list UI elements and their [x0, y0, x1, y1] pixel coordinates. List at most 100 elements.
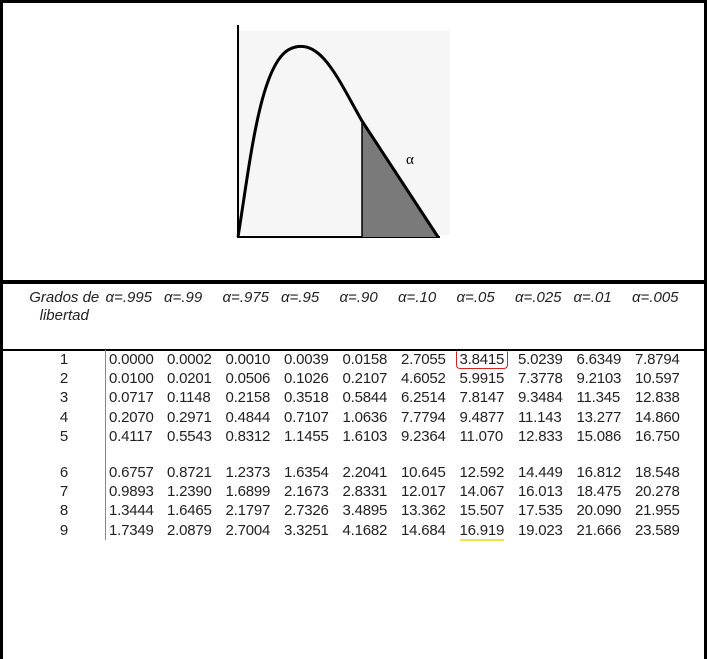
column-header-alpha: α=.995 — [105, 289, 153, 306]
table-row: 5 0.4117 0.5543 0.8312 1.1455 1.6103 9.2364 11.… — [23, 426, 691, 446]
column-header-alpha: α=.01 — [573, 289, 612, 306]
critical-value-cell: 0.0158 — [342, 351, 388, 369]
degrees-of-freedom-cell: 5 — [23, 426, 106, 446]
degrees-of-freedom-cell: 9 — [23, 520, 106, 540]
critical-value-cell: 13.362 — [401, 502, 446, 520]
critical-value-cell: 0.0201 — [167, 370, 212, 388]
header-row: Grados de libertad α=.995 α=.99 α=.975 α=.95 α… — [23, 287, 691, 350]
critical-value-cell: 9.4877 — [459, 408, 505, 426]
critical-value-cell: 16.919 — [457, 521, 516, 541]
critical-value-cell: 2.1797 — [225, 502, 271, 520]
critical-value-cell: 0.4117 — [109, 427, 153, 445]
critical-value-cell: 16.812 — [576, 464, 622, 482]
critical-value-cell: 0.0039 — [284, 351, 329, 369]
header-separator-rule — [3, 349, 704, 351]
critical-value-cell: 4.1682 — [342, 521, 388, 539]
critical-value-cell: 12.592 — [459, 464, 505, 482]
critical-value-cell: 7.8147 — [459, 389, 505, 407]
underlined-value-annotation: 16.919 — [459, 521, 505, 541]
alpha-label: α — [406, 152, 414, 168]
table-row: 4 0.2070 0.2971 0.4844 0.7107 1.0636 7.7794 9.4… — [23, 407, 691, 427]
critical-value-cell: 7.3778 — [518, 370, 563, 388]
column-header-alpha: α=.10 — [398, 289, 437, 306]
critical-value-cell: 0.5543 — [167, 427, 212, 445]
spacer-cell — [398, 446, 457, 463]
critical-value-cell: 21.955 — [635, 502, 680, 520]
chi-square-density-figure: α — [228, 23, 460, 245]
critical-value-cell: 14.449 — [518, 464, 563, 482]
degrees-of-freedom-cell: 8 — [23, 501, 106, 521]
critical-value-cell: 9.2364 — [401, 427, 446, 445]
table-top-rule — [3, 280, 704, 284]
spacer-cell — [515, 446, 574, 463]
critical-value-cell: 15.507 — [459, 502, 505, 520]
critical-value-cell: 0.1026 — [284, 370, 329, 388]
critical-value-cell: 0.2070 — [109, 408, 154, 426]
table-row: 6 0.6757 0.8721 1.2373 1.6354 2.2041 10.645 12.… — [23, 462, 691, 483]
critical-value-cell: 9.2103 — [576, 370, 622, 388]
table-row: 8 1.3444 1.6465 2.1797 2.7326 3.4895 13.362 15.… — [23, 501, 691, 521]
critical-value-cell: 3.3251 — [284, 521, 329, 539]
spacer-cell — [457, 446, 516, 463]
critical-value-cell: 17.535 — [518, 502, 563, 520]
critical-value-cell: 1.6103 — [342, 427, 388, 445]
critical-value-cell: 10.597 — [635, 370, 680, 388]
critical-value-cell: 16.013 — [518, 483, 563, 501]
critical-value-cell: 1.6354 — [284, 464, 329, 482]
spacer-cell — [223, 446, 282, 463]
critical-value-cell: 0.0506 — [225, 370, 271, 388]
critical-value-cell: 0.8721 — [167, 464, 212, 482]
table-row: 3 0.0717 0.1148 0.2158 0.3518 0.5844 6.2514 7.8… — [23, 388, 691, 408]
critical-value-cell: 1.0636 — [342, 408, 388, 426]
critical-value-cell: 2.7326 — [284, 502, 329, 520]
table-body: 1 0.0000 0.0002 0.0010 0.0039 0.0158 2.7055 3.8… — [23, 350, 691, 541]
critical-value-cell: 1.6465 — [167, 502, 212, 520]
degrees-of-freedom-cell: 3 — [23, 388, 106, 408]
critical-value-cell: 0.9893 — [109, 483, 154, 501]
critical-value-cell: 18.548 — [635, 464, 680, 482]
critical-value-cell: 13.277 — [576, 408, 622, 426]
degrees-of-freedom-cell: 4 — [23, 407, 106, 427]
critical-value-cell: 1.6899 — [225, 483, 271, 501]
critical-value-cell: 11.143 — [518, 408, 562, 426]
critical-value-cell: 2.0879 — [167, 521, 212, 539]
table-row: 2 0.0100 0.0201 0.0506 0.1026 0.2107 4.6052 5.9… — [23, 369, 691, 389]
column-header-alpha: α=.90 — [339, 289, 378, 306]
critical-value-cell: 2.1673 — [284, 483, 329, 501]
density-curve-graphic: α — [236, 25, 450, 238]
column-header-alpha: α=.05 — [456, 289, 495, 306]
critical-value-cell: 6.6349 — [576, 351, 622, 369]
spacer-cell — [281, 446, 340, 463]
density-curve — [236, 45, 440, 238]
critical-value-cell: 0.6757 — [109, 464, 154, 482]
critical-value-cell: 0.0010 — [225, 351, 271, 369]
critical-value-cell: 14.067 — [459, 483, 505, 501]
table-row: 9 1.7349 2.0879 2.7004 3.3251 4.1682 14.684 16.… — [23, 520, 691, 541]
critical-value-cell: 0.0000 — [109, 351, 154, 369]
critical-value-cell: 12.838 — [635, 389, 680, 407]
critical-value-cell: 3.8415 — [455, 350, 516, 369]
critical-value-cell: 0.0002 — [167, 351, 212, 369]
critical-value-cell: 2.8331 — [342, 483, 388, 501]
critical-value-cell: 0.7107 — [284, 408, 329, 426]
column-header-alpha: α=.95 — [281, 289, 320, 306]
critical-value-cell: 21.666 — [576, 521, 622, 539]
critical-value-cell: 1.1455 — [284, 427, 329, 445]
critical-value-cell: 7.7794 — [401, 408, 446, 426]
column-header-alpha: α=.975 — [222, 289, 270, 306]
critical-value-cell: 14.860 — [635, 408, 680, 426]
critical-value-cell: 15.086 — [576, 427, 622, 445]
column-header-alpha: α=.005 — [632, 289, 679, 306]
critical-value-cell: 0.2971 — [167, 408, 212, 426]
critical-value-cell: 14.684 — [401, 521, 446, 539]
chi-square-table: Grados de libertad α=.995 α=.99 α=.975 α=.95 α… — [23, 287, 691, 541]
critical-value-cell: 4.6052 — [401, 370, 446, 388]
critical-value-cell: 19.023 — [518, 521, 563, 539]
column-header-df: Grados de libertad — [29, 289, 100, 324]
critical-value-cell: 20.090 — [576, 502, 622, 520]
critical-value-cell: 7.8794 — [635, 351, 680, 369]
critical-value-cell: 6.2514 — [401, 389, 446, 407]
critical-value-cell: 1.3444 — [109, 502, 154, 520]
critical-value-cell: 0.0100 — [109, 370, 154, 388]
